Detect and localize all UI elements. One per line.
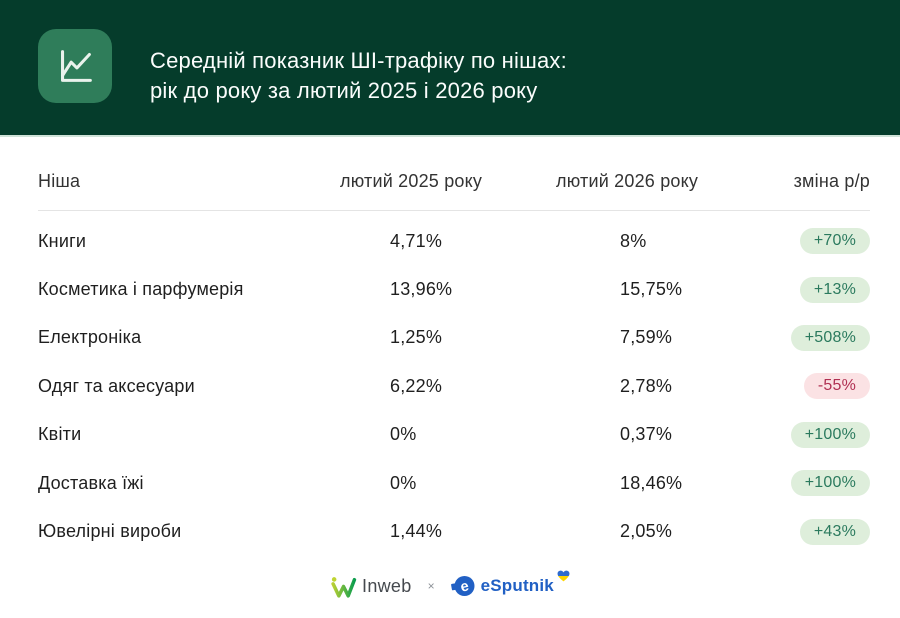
change-badge: +43%: [799, 518, 870, 545]
table-row: Квіти 0% 0,37% +100%: [38, 411, 870, 459]
table-body: Книги 4,71% 8% +70% Косметика і парфумер…: [38, 211, 870, 556]
esputnik-logo: e eSputnik: [450, 570, 570, 598]
change-cell: +100%: [783, 470, 870, 497]
x-separator: ×: [427, 579, 435, 593]
page-title: Середній показник ШІ-трафіку по нішах: р…: [150, 46, 567, 106]
table-row: Електроніка 1,25% 7,59% +508%: [38, 314, 870, 362]
feb-2025-value: 1,44%: [390, 521, 443, 542]
change-cell: -55%: [783, 373, 870, 400]
table-header-row: Ніша лютий 2025 року лютий 2026 року змі…: [38, 137, 870, 211]
line-chart-icon-glyph: [61, 50, 92, 82]
niche-label: Електроніка: [38, 327, 142, 348]
niche-label: Одяг та аксесуари: [38, 375, 195, 396]
column-header-niche: Ніша: [38, 171, 81, 191]
feb-2026-value: 18,46%: [620, 472, 683, 493]
niche-label: Ювелірні вироби: [38, 521, 182, 542]
change-cell: +43%: [783, 518, 870, 545]
feb-2025-value: 6,22%: [390, 375, 443, 396]
change-cell: +70%: [783, 228, 870, 255]
table-row: Ювелірні вироби 1,44% 2,05% +43%: [38, 507, 870, 555]
niche-label: Квіти: [38, 424, 82, 445]
line-chart-icon: [38, 29, 112, 103]
feb-2025-value: 4,71%: [390, 230, 443, 251]
esputnik-e-icon: e: [450, 576, 475, 596]
inweb-w-icon: [331, 576, 357, 598]
feb-2025-value: 1,25%: [390, 327, 443, 348]
change-badge: +100%: [790, 470, 870, 497]
table-row: Книги 4,71% 8% +70%: [38, 217, 870, 265]
feb-2025-value: 0%: [390, 472, 417, 493]
feb-2026-value: 2,78%: [620, 375, 673, 396]
feb-2025-value: 0%: [390, 424, 417, 445]
page-title-line2: рік до року за лютий 2025 і 2026 року: [150, 78, 538, 103]
svg-text:e: e: [458, 578, 470, 595]
column-header-feb-2025: лютий 2025 року: [340, 171, 483, 191]
feb-2026-value: 2,05%: [620, 521, 673, 542]
feb-2026-value: 0,37%: [620, 424, 673, 445]
niche-label: Косметика і парфумерія: [38, 279, 244, 300]
change-badge: +100%: [790, 421, 870, 448]
table-row: Доставка їжі 0% 18,46% +100%: [38, 459, 870, 507]
change-cell: +508%: [783, 324, 870, 351]
feb-2026-value: 8%: [620, 230, 647, 251]
table-row: Одяг та аксесуари 6,22% 2,78% -55%: [38, 362, 870, 410]
column-header-feb-2026: лютий 2026 року: [556, 171, 699, 191]
inweb-logo: Inweb: [330, 575, 412, 598]
header-banner: Середній показник ШІ-трафіку по нішах: р…: [0, 0, 900, 137]
feb-2026-value: 15,75%: [620, 279, 683, 300]
change-badge: +13%: [799, 276, 870, 303]
ukraine-heart-icon: [557, 570, 570, 582]
inweb-label: Inweb: [362, 575, 412, 596]
table-row: Косметика і парфумерія 13,96% 15,75% +13…: [38, 265, 870, 313]
esputnik-label: eSputnik: [480, 576, 554, 595]
feb-2025-value: 13,96%: [390, 279, 453, 300]
change-cell: +13%: [783, 276, 870, 303]
niche-traffic-table: Ніша лютий 2025 року лютий 2026 року змі…: [38, 137, 870, 556]
footer-logos: Inweb × e eSputnik: [0, 570, 900, 601]
change-badge: -55%: [803, 373, 870, 400]
change-cell: +100%: [783, 421, 870, 448]
page-title-line1: Середній показник ШІ-трафіку по нішах:: [150, 48, 567, 73]
column-header-change: зміна р/р: [793, 171, 870, 191]
change-badge: +70%: [799, 228, 870, 255]
feb-2026-value: 7,59%: [620, 327, 673, 348]
niche-label: Книги: [38, 230, 87, 251]
change-badge: +508%: [790, 324, 870, 351]
niche-label: Доставка їжі: [38, 472, 144, 493]
